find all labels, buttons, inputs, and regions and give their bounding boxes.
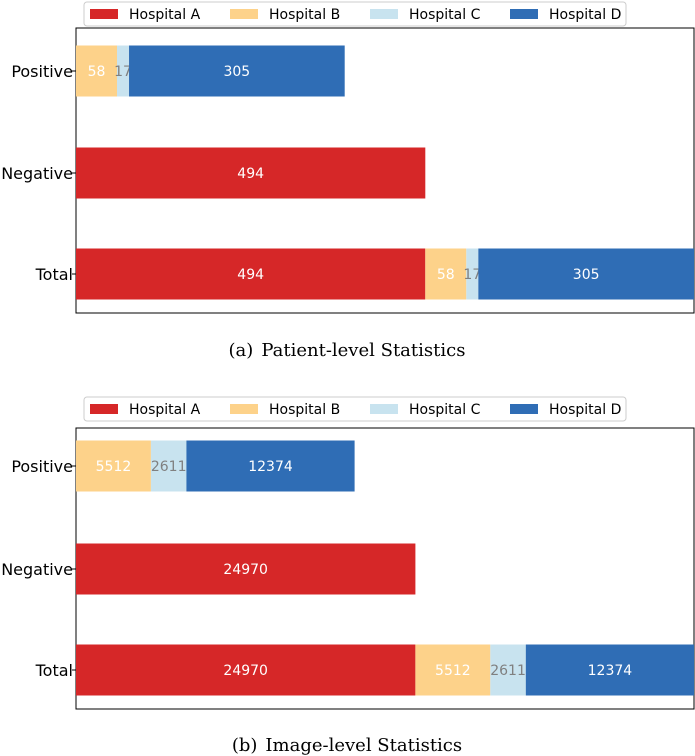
legend-swatch-hospital-d (510, 9, 538, 19)
panel-image-level: Hospital A Hospital B Hospital C Hospital D… (1, 396, 695, 756)
bar-label-total-hospital-d: 12374 (588, 663, 633, 679)
legend-label-hospital-d: Hospital D (549, 7, 621, 23)
bar-label-positive-hospital-d: 12374 (248, 459, 293, 475)
bar-label-total-hospital-c: 2611 (490, 663, 526, 679)
bar-total-hospital-c (466, 248, 479, 300)
legend-swatch-hospital-b (230, 404, 258, 414)
caption-tag: (a) (229, 340, 254, 361)
caption-patient-level: (a) Patient-level Statistics (229, 340, 466, 361)
caption-tag: (b) (232, 735, 258, 756)
bar-label-total-hospital-c: 17 (463, 267, 481, 283)
bar-negative-hospital-a (76, 147, 426, 199)
bar-total-hospital-b (425, 248, 467, 300)
legend-label-hospital-d: Hospital D (549, 402, 621, 418)
bar-label-total-hospital-a: 494 (237, 267, 264, 283)
legend-label-hospital-b: Hospital B (269, 402, 340, 418)
legend-swatch-hospital-a (90, 9, 118, 19)
bar-total-hospital-a (76, 644, 416, 696)
legend-label-hospital-b: Hospital B (269, 7, 340, 23)
bar-positive-hospital-b (76, 45, 118, 97)
bar-label-total-hospital-a: 24970 (223, 663, 268, 679)
bar-positive-hospital-c (117, 45, 130, 97)
legend-swatch-hospital-c (370, 404, 398, 414)
panel-patient-level: Hospital A Hospital B Hospital C Hospital D… (1, 1, 695, 361)
y-tick-label-total: Total (35, 661, 73, 680)
bar-label-positive-hospital-b: 5512 (96, 459, 132, 475)
bar-label-positive-hospital-c: 2611 (151, 459, 187, 475)
caption-text: Patient-level Statistics (261, 340, 465, 361)
bar-total-hospital-c (490, 644, 526, 696)
legend-label-hospital-c: Hospital C (409, 7, 481, 23)
legend-box (83, 1, 627, 27)
y-tick-label-negative: Negative (1, 164, 73, 183)
legend-label-hospital-c: Hospital C (409, 402, 481, 418)
legend-swatch-hospital-c (370, 9, 398, 19)
legend-image-level: Hospital A Hospital B Hospital C Hospital D (83, 396, 627, 422)
legend-label-hospital-a: Hospital A (129, 7, 201, 23)
legend-swatch-hospital-d (510, 404, 538, 414)
bar-total-hospital-d (525, 644, 694, 696)
bar-positive-hospital-d (186, 440, 355, 492)
bar-label-total-hospital-b: 5512 (435, 663, 471, 679)
y-tick-label-total: Total (35, 265, 73, 284)
y-axis-patient-level: Positive Negative Total (1, 62, 76, 284)
legend-box (83, 396, 627, 422)
bar-label-positive-hospital-b: 58 (88, 64, 106, 80)
y-tick-label-negative: Negative (1, 560, 73, 579)
bar-positive-hospital-d (129, 45, 345, 97)
caption-text: Image-level Statistics (265, 735, 462, 756)
caption-image-level: (b) Image-level Statistics (232, 735, 462, 756)
bar-total-hospital-a (76, 248, 426, 300)
bar-total-hospital-d (478, 248, 694, 300)
legend-label-hospital-a: Hospital A (129, 402, 201, 418)
bar-label-negative-hospital-a: 494 (237, 166, 264, 182)
bar-label-positive-hospital-c: 17 (114, 64, 132, 80)
bar-negative-hospital-a (76, 543, 416, 595)
legend-swatch-hospital-a (90, 404, 118, 414)
legend-patient-level: Hospital A Hospital B Hospital C Hospital D (83, 1, 627, 27)
y-tick-label-positive: Positive (11, 457, 73, 476)
bar-positive-hospital-b (76, 440, 151, 492)
bar-label-total-hospital-b: 58 (437, 267, 455, 283)
bar-label-negative-hospital-a: 24970 (223, 562, 268, 578)
bar-positive-hospital-c (150, 440, 187, 492)
bars-image-level: 5512 2611 12374 24970 24970 5512 2611 12374 (76, 440, 694, 696)
bars-patient-level: 58 17 305 494 494 58 17 305 (76, 45, 694, 300)
bar-total-hospital-b (415, 644, 491, 696)
bar-label-positive-hospital-d: 305 (223, 64, 250, 80)
y-axis-image-level: Positive Negative Total (1, 457, 76, 680)
bar-label-total-hospital-d: 305 (573, 267, 600, 283)
legend-swatch-hospital-b (230, 9, 258, 19)
y-tick-label-positive: Positive (11, 62, 73, 81)
